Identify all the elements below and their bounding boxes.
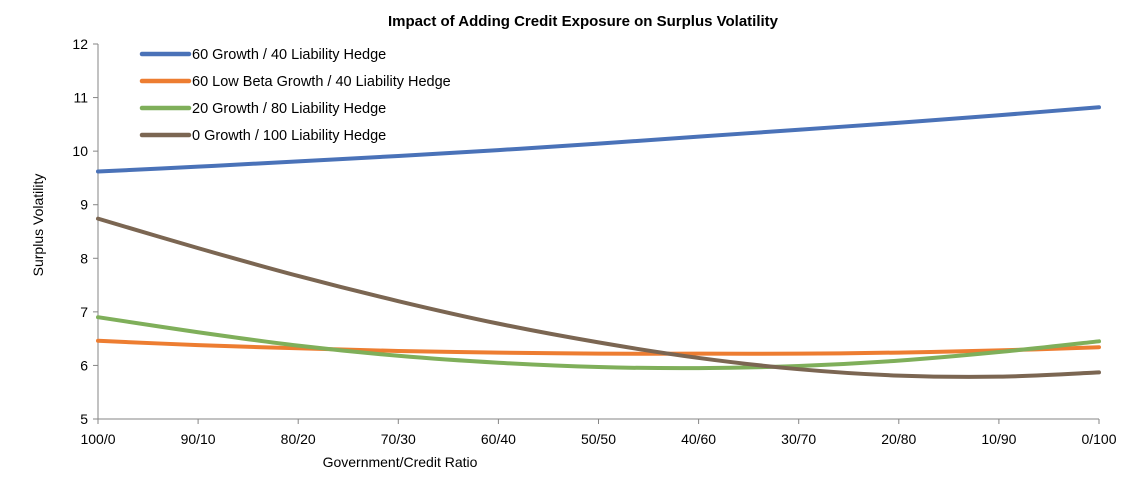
y-tick-label: 8	[80, 250, 88, 266]
chart-title: Impact of Adding Credit Exposure on Surp…	[388, 13, 779, 30]
y-tick-label: 10	[72, 143, 88, 159]
y-tick-label: 11	[73, 90, 88, 106]
plot-area: 5 6 7 8 9 10 11 12 100/0 90/10 80/20 70/30 60/40 50/…	[72, 36, 1116, 447]
x-tick-label: 20/80	[881, 431, 916, 447]
x-tick-label: 40/60	[681, 431, 716, 447]
x-axis-ticks: 100/0 90/10 80/20 70/30 60/40 50/50 40/60 30/70…	[80, 419, 1117, 447]
legend-label: 0 Growth / 100 Liability Hedge	[192, 128, 386, 144]
y-tick-label: 5	[80, 411, 88, 427]
x-tick-label: 100/0	[80, 431, 115, 447]
series-0-growth-line	[96, 216, 1101, 379]
x-tick-label: 70/30	[381, 431, 416, 447]
x-tick-label: 80/20	[281, 431, 316, 447]
x-tick-label: 30/70	[781, 431, 816, 447]
legend-label: 60 Growth / 40 Liability Hedge	[192, 47, 386, 63]
series-60-low-beta-growth-line	[96, 338, 1101, 356]
legend-label: 20 Growth / 80 Liability Hedge	[192, 101, 386, 117]
series-lines	[96, 105, 1101, 379]
x-tick-label: 60/40	[481, 431, 516, 447]
legend-label: 60 Low Beta Growth / 40 Liability Hedge	[192, 74, 451, 90]
y-tick-label: 7	[80, 304, 88, 320]
x-axis-title: Government/Credit Ratio	[323, 454, 478, 470]
y-tick-label: 12	[72, 36, 88, 52]
series-60-growth-line	[96, 105, 1101, 174]
y-axis-ticks: 5 6 7 8 9 10 11 12	[72, 36, 98, 427]
x-tick-label: 50/50	[581, 431, 616, 447]
y-tick-label: 6	[80, 357, 88, 373]
x-tick-label: 0/100	[1081, 431, 1116, 447]
legend: 60 Growth / 40 Liability Hedge 60 Low Bet…	[139, 47, 451, 144]
x-tick-label: 10/90	[981, 431, 1016, 447]
series-20-growth-line	[96, 315, 1101, 371]
x-tick-label: 90/10	[181, 431, 216, 447]
y-tick-label: 9	[80, 197, 88, 213]
y-axis-title: Surplus Volatility	[30, 174, 46, 277]
